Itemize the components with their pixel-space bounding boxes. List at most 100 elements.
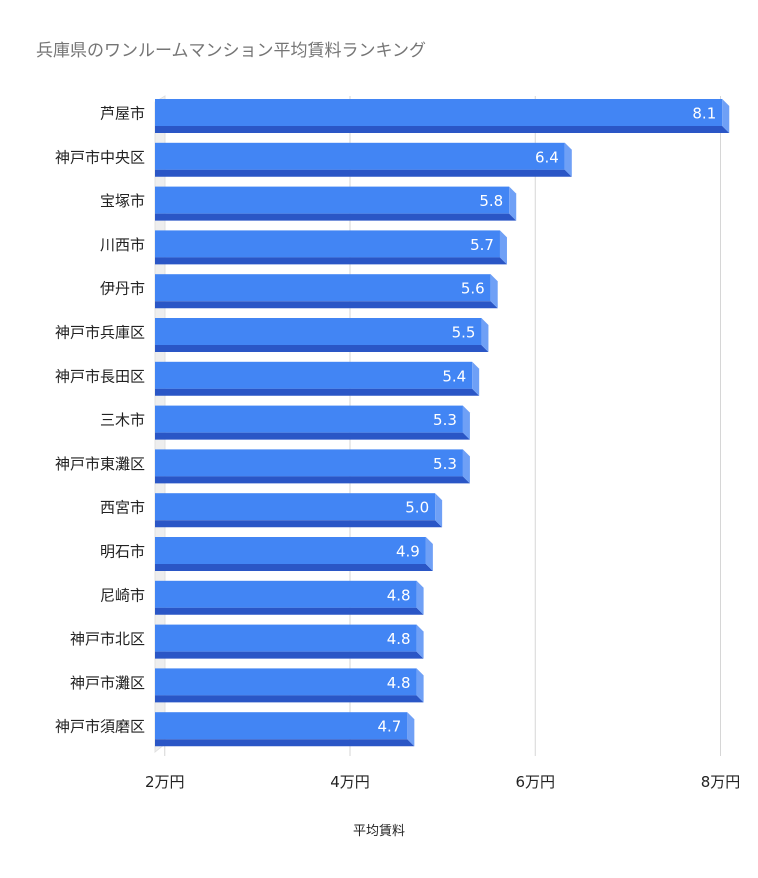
category-label: 神戸市兵庫区 [55,324,145,342]
bar-value-label: 5.8 [479,192,503,210]
bar-end [499,230,507,265]
bar-shadow [155,213,517,221]
bar-shadow [155,739,415,747]
bar-face [155,274,491,302]
bar-value-label: 4.8 [387,586,411,604]
bar-end [416,668,424,703]
bar-shadow [155,345,489,352]
category-label: 神戸市北区 [70,630,145,648]
bar-shadow [155,651,424,659]
category-labels: 芦屋市神戸市中央区宝塚市川西市伊丹市神戸市兵庫区神戸市長田区三木市神戸市東灘区西… [55,105,145,736]
x-tick-label: 8万円 [701,773,741,791]
bar-face [155,493,436,521]
bars: 8.1 6.4 5.8 5.7 5.6 5.5 5.4 5.3 5.3 5.0 4.9 4.8 4.8 4… [155,99,730,747]
x-tick-label: 6万円 [515,773,555,791]
bar-shadow [155,301,498,309]
bar-value-label: 5.5 [452,324,476,342]
x-tick-labels: 2万円 4万円 6万円 8万円 [145,773,740,791]
bar-face [155,186,510,214]
bar-value-label: 5.0 [405,499,429,517]
bar-shadow [155,169,572,177]
bar: 5.6 [155,274,498,309]
bar-end [472,361,480,396]
bar-end [564,142,572,177]
bar-face [155,537,426,564]
bar-end [416,580,424,615]
bar: 4.9 [155,537,433,571]
bar-face [155,361,473,389]
bar-value-label: 6.4 [535,148,559,166]
bar-face [155,405,463,433]
bar: 5.3 [155,449,470,484]
bar: 5.3 [155,405,470,440]
category-label: 神戸市中央区 [55,148,145,166]
bar: 4.8 [155,580,424,615]
category-label: 神戸市東灘区 [55,455,145,473]
category-label: 尼崎市 [100,586,145,604]
x-tick-label: 4万円 [330,773,370,791]
x-tick-label: 2万円 [145,773,185,791]
category-label: 宝塚市 [100,192,145,210]
bar-face [155,712,408,740]
bar-value-label: 5.3 [433,455,457,473]
bar-value-label: 4.9 [396,543,420,561]
category-label: 神戸市須磨区 [55,718,145,736]
category-label: 神戸市長田区 [55,367,145,385]
bar-value-label: 5.4 [442,367,466,385]
bar-value-label: 5.3 [433,411,457,429]
bar-shadow [155,432,470,440]
category-label: 西宮市 [100,499,145,517]
bar-end [407,712,415,747]
bar-end [416,624,424,659]
category-label: 三木市 [100,411,145,429]
bar: 4.8 [155,668,424,703]
bar-end [462,405,470,440]
bar-value-label: 4.7 [377,718,401,736]
category-label: 伊丹市 [100,280,145,298]
bar: 6.4 [155,142,572,177]
bar-end [462,449,470,484]
bar-face [155,449,463,477]
bar-shadow [155,564,433,571]
bar: 8.1 [155,99,730,133]
bar-face [155,318,482,345]
chart-title: 兵庫県のワンルームマンション平均賃料ランキング [36,41,426,61]
bar: 5.4 [155,361,480,396]
bar: 5.7 [155,230,507,265]
bar-shadow [155,607,424,615]
bar-shadow [155,126,730,133]
bar: 5.8 [155,186,517,221]
bar-shadow [155,476,470,484]
bar: 5.0 [155,493,443,528]
category-label: 明石市 [100,543,145,561]
bar-value-label: 5.7 [470,236,494,254]
bar-face [155,624,417,652]
bar-face [155,142,565,170]
bar-shadow [155,695,424,703]
bar-value-label: 5.6 [461,280,485,298]
category-label: 神戸市灘区 [70,674,145,692]
bar-value-label: 4.8 [387,630,411,648]
bar-value-label: 4.8 [387,674,411,692]
bar: 4.8 [155,624,424,659]
bar: 4.7 [155,712,415,747]
bar-face [155,580,417,608]
bar-value-label: 8.1 [692,105,716,123]
bar-end [722,99,730,133]
bar-face [155,230,500,258]
bar-end [435,493,443,528]
bar-shadow [155,520,443,528]
bar-end [425,537,433,571]
bar-end [481,318,489,352]
bar-shadow [155,257,507,265]
bar-shadow [155,388,480,396]
bar: 5.5 [155,318,489,352]
bar-end [509,186,517,221]
bar-face [155,668,417,696]
bar-end [490,274,498,309]
bar-face [155,99,723,126]
category-label: 芦屋市 [100,105,145,123]
category-label: 川西市 [100,236,145,254]
x-axis-title: 平均賃料 [352,824,405,839]
